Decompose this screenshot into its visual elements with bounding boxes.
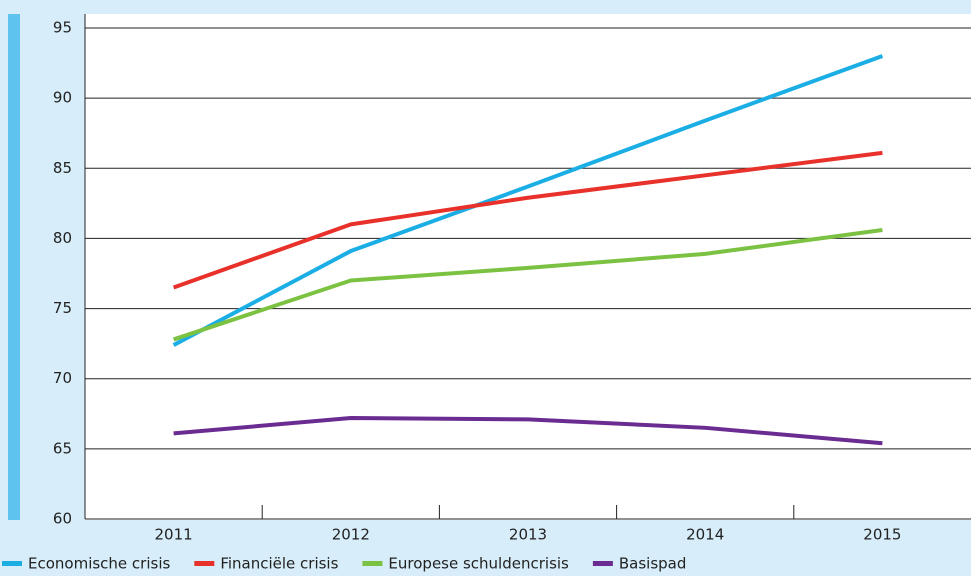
y-tick-label: 70 [53, 369, 72, 387]
y-tick-label: 75 [53, 299, 72, 317]
legend-swatch [2, 561, 22, 566]
side-strip [8, 14, 20, 520]
legend-swatch [194, 561, 215, 566]
legend-swatch [592, 561, 613, 566]
legend-swatch [362, 561, 383, 566]
series-line [172, 54, 884, 347]
y-tick-label: 60 [53, 510, 72, 528]
legend-label: Europese schuldencrisis [388, 555, 569, 573]
x-tick-label: 2014 [686, 526, 724, 544]
x-tick-label: 2015 [863, 526, 901, 544]
legend-label: Financiële crisis [220, 555, 338, 573]
series-line [172, 150, 883, 290]
legend-label: Economische crisis [28, 555, 170, 573]
y-tick-label: 80 [53, 229, 72, 247]
legend-label: Basispad [619, 555, 687, 573]
series-line [172, 228, 883, 342]
series-line [173, 415, 883, 446]
x-tick-label: 2012 [332, 526, 370, 544]
x-tick-label: 2011 [155, 526, 193, 544]
x-tick-label: 2013 [509, 526, 547, 544]
y-tick-label: 95 [53, 19, 72, 37]
y-tick-label: 85 [53, 159, 72, 177]
y-tick-label: 90 [53, 89, 72, 107]
y-tick-label: 65 [53, 439, 72, 457]
